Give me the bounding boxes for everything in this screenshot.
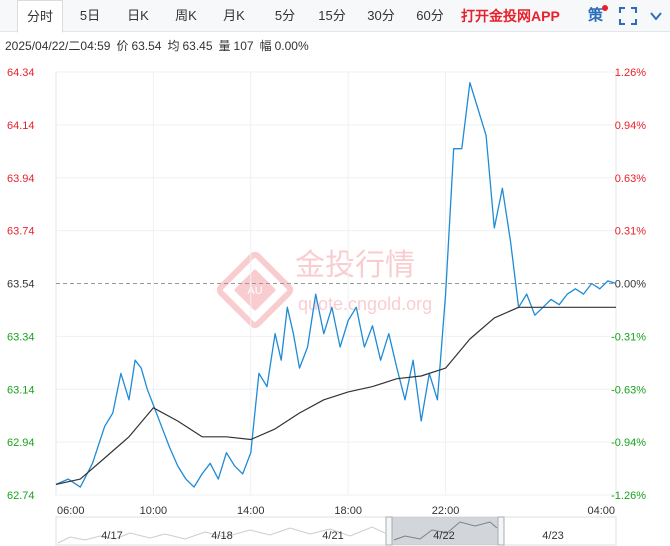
navigator-left-handle[interactable] (385, 516, 393, 546)
x-tick: 22:00 (432, 505, 460, 517)
time-navigator[interactable]: 4/17 4/18 4/21 4/22 4/23 (55, 516, 617, 546)
chart-grid (55, 71, 617, 496)
tab-5day[interactable]: 5日 (79, 8, 101, 23)
notification-dot (602, 5, 608, 11)
watermark-logo-text: AU (247, 285, 262, 297)
tab-5min[interactable]: 5分 (274, 8, 296, 23)
y-axis-left: 64.34 64.14 63.94 63.74 63.54 63.34 63.14 62.94… (7, 67, 35, 502)
navigator-window[interactable] (392, 517, 498, 545)
y-tick-right: -0.31% (611, 331, 646, 343)
x-tick: 06:00 (57, 505, 85, 517)
tab-15min[interactable]: 15分 (318, 8, 346, 23)
watermark: AU 金投行情 quote.cngold.org (216, 248, 432, 329)
x-tick: 10:00 (140, 505, 168, 517)
y-tick-right: -1.26% (611, 490, 646, 502)
navigator-date-3: 4/22 (433, 530, 454, 542)
navigator-date-1: 4/18 (211, 530, 232, 542)
policy-button[interactable]: 策 (588, 7, 604, 24)
price-value: 63.54 (131, 39, 162, 53)
navigator-date-4: 4/23 (542, 530, 563, 542)
y-tick-left: 64.14 (7, 120, 35, 132)
y-tick-left: 63.94 (7, 173, 35, 185)
tab-daily-k[interactable]: 日K (127, 8, 149, 23)
volume-label: 量 (218, 39, 231, 53)
x-tick: 14:00 (237, 505, 265, 517)
y-tick-left: 64.34 (7, 67, 35, 79)
x-tick: 04:00 (587, 505, 615, 517)
y-axis-right: 1.26% 0.94% 0.63% 0.31% 0.00% -0.31% -0.63% -0.… (611, 67, 646, 502)
y-tick-right: 0.94% (615, 120, 646, 132)
y-tick-right: -0.63% (611, 384, 646, 396)
navigator-date-0: 4/17 (101, 530, 122, 542)
x-axis: 06:00 10:00 14:00 18:00 22:00 04:00 (57, 505, 615, 517)
y-tick-right: 0.31% (615, 226, 646, 238)
chart-series (55, 81, 617, 488)
price-label: 价 (116, 39, 129, 53)
chevron-down-icon[interactable] (648, 8, 664, 24)
watermark-logo (216, 251, 294, 329)
price-line (55, 81, 617, 488)
tab-30min[interactable]: 30分 (367, 8, 395, 23)
tab-intraday[interactable]: 分时 (17, 0, 63, 33)
y-tick-left: 62.74 (7, 490, 35, 502)
y-tick-right: 0.63% (615, 173, 646, 185)
avg-label: 均 (167, 39, 180, 53)
tab-60min[interactable]: 60分 (416, 8, 444, 23)
watermark-cn: 金投行情 (295, 248, 415, 283)
navigator-right-handle[interactable] (497, 516, 505, 546)
change-value: 0.00% (274, 39, 309, 53)
avg-value: 63.45 (182, 39, 213, 53)
y-tick-left: 63.74 (7, 226, 35, 238)
navigator-date-2: 4/21 (322, 530, 343, 542)
y-tick-right: 0.00% (615, 279, 646, 291)
quote-datetime: 2025/04/22/二04:59 (5, 39, 111, 53)
change-label: 幅 (259, 39, 272, 53)
open-app-link[interactable]: 打开金投网APP (461, 8, 560, 24)
y-tick-right: -0.94% (611, 437, 646, 449)
y-tick-left: 63.54 (7, 279, 35, 291)
period-tabbar: 分时 5日 日K 周K 月K 5分 15分 30分 60分 打开金投网APP 策 (0, 0, 670, 33)
tab-weekly-k[interactable]: 周K (175, 8, 197, 23)
x-tick: 18:00 (334, 505, 362, 517)
y-tick-left: 63.34 (7, 331, 35, 343)
y-tick-left: 63.14 (7, 384, 35, 396)
y-tick-left: 62.94 (7, 437, 35, 449)
quote-info-line: 2025/04/22/二04:59 价 63.54 均 63.45 量 107 幅 0.00% (5, 37, 315, 54)
average-line (55, 306, 616, 485)
y-tick-right: 1.26% (615, 67, 646, 79)
tab-monthly-k[interactable]: 月K (223, 8, 245, 23)
volume-value: 107 (233, 39, 254, 53)
fullscreen-icon[interactable] (619, 7, 637, 25)
